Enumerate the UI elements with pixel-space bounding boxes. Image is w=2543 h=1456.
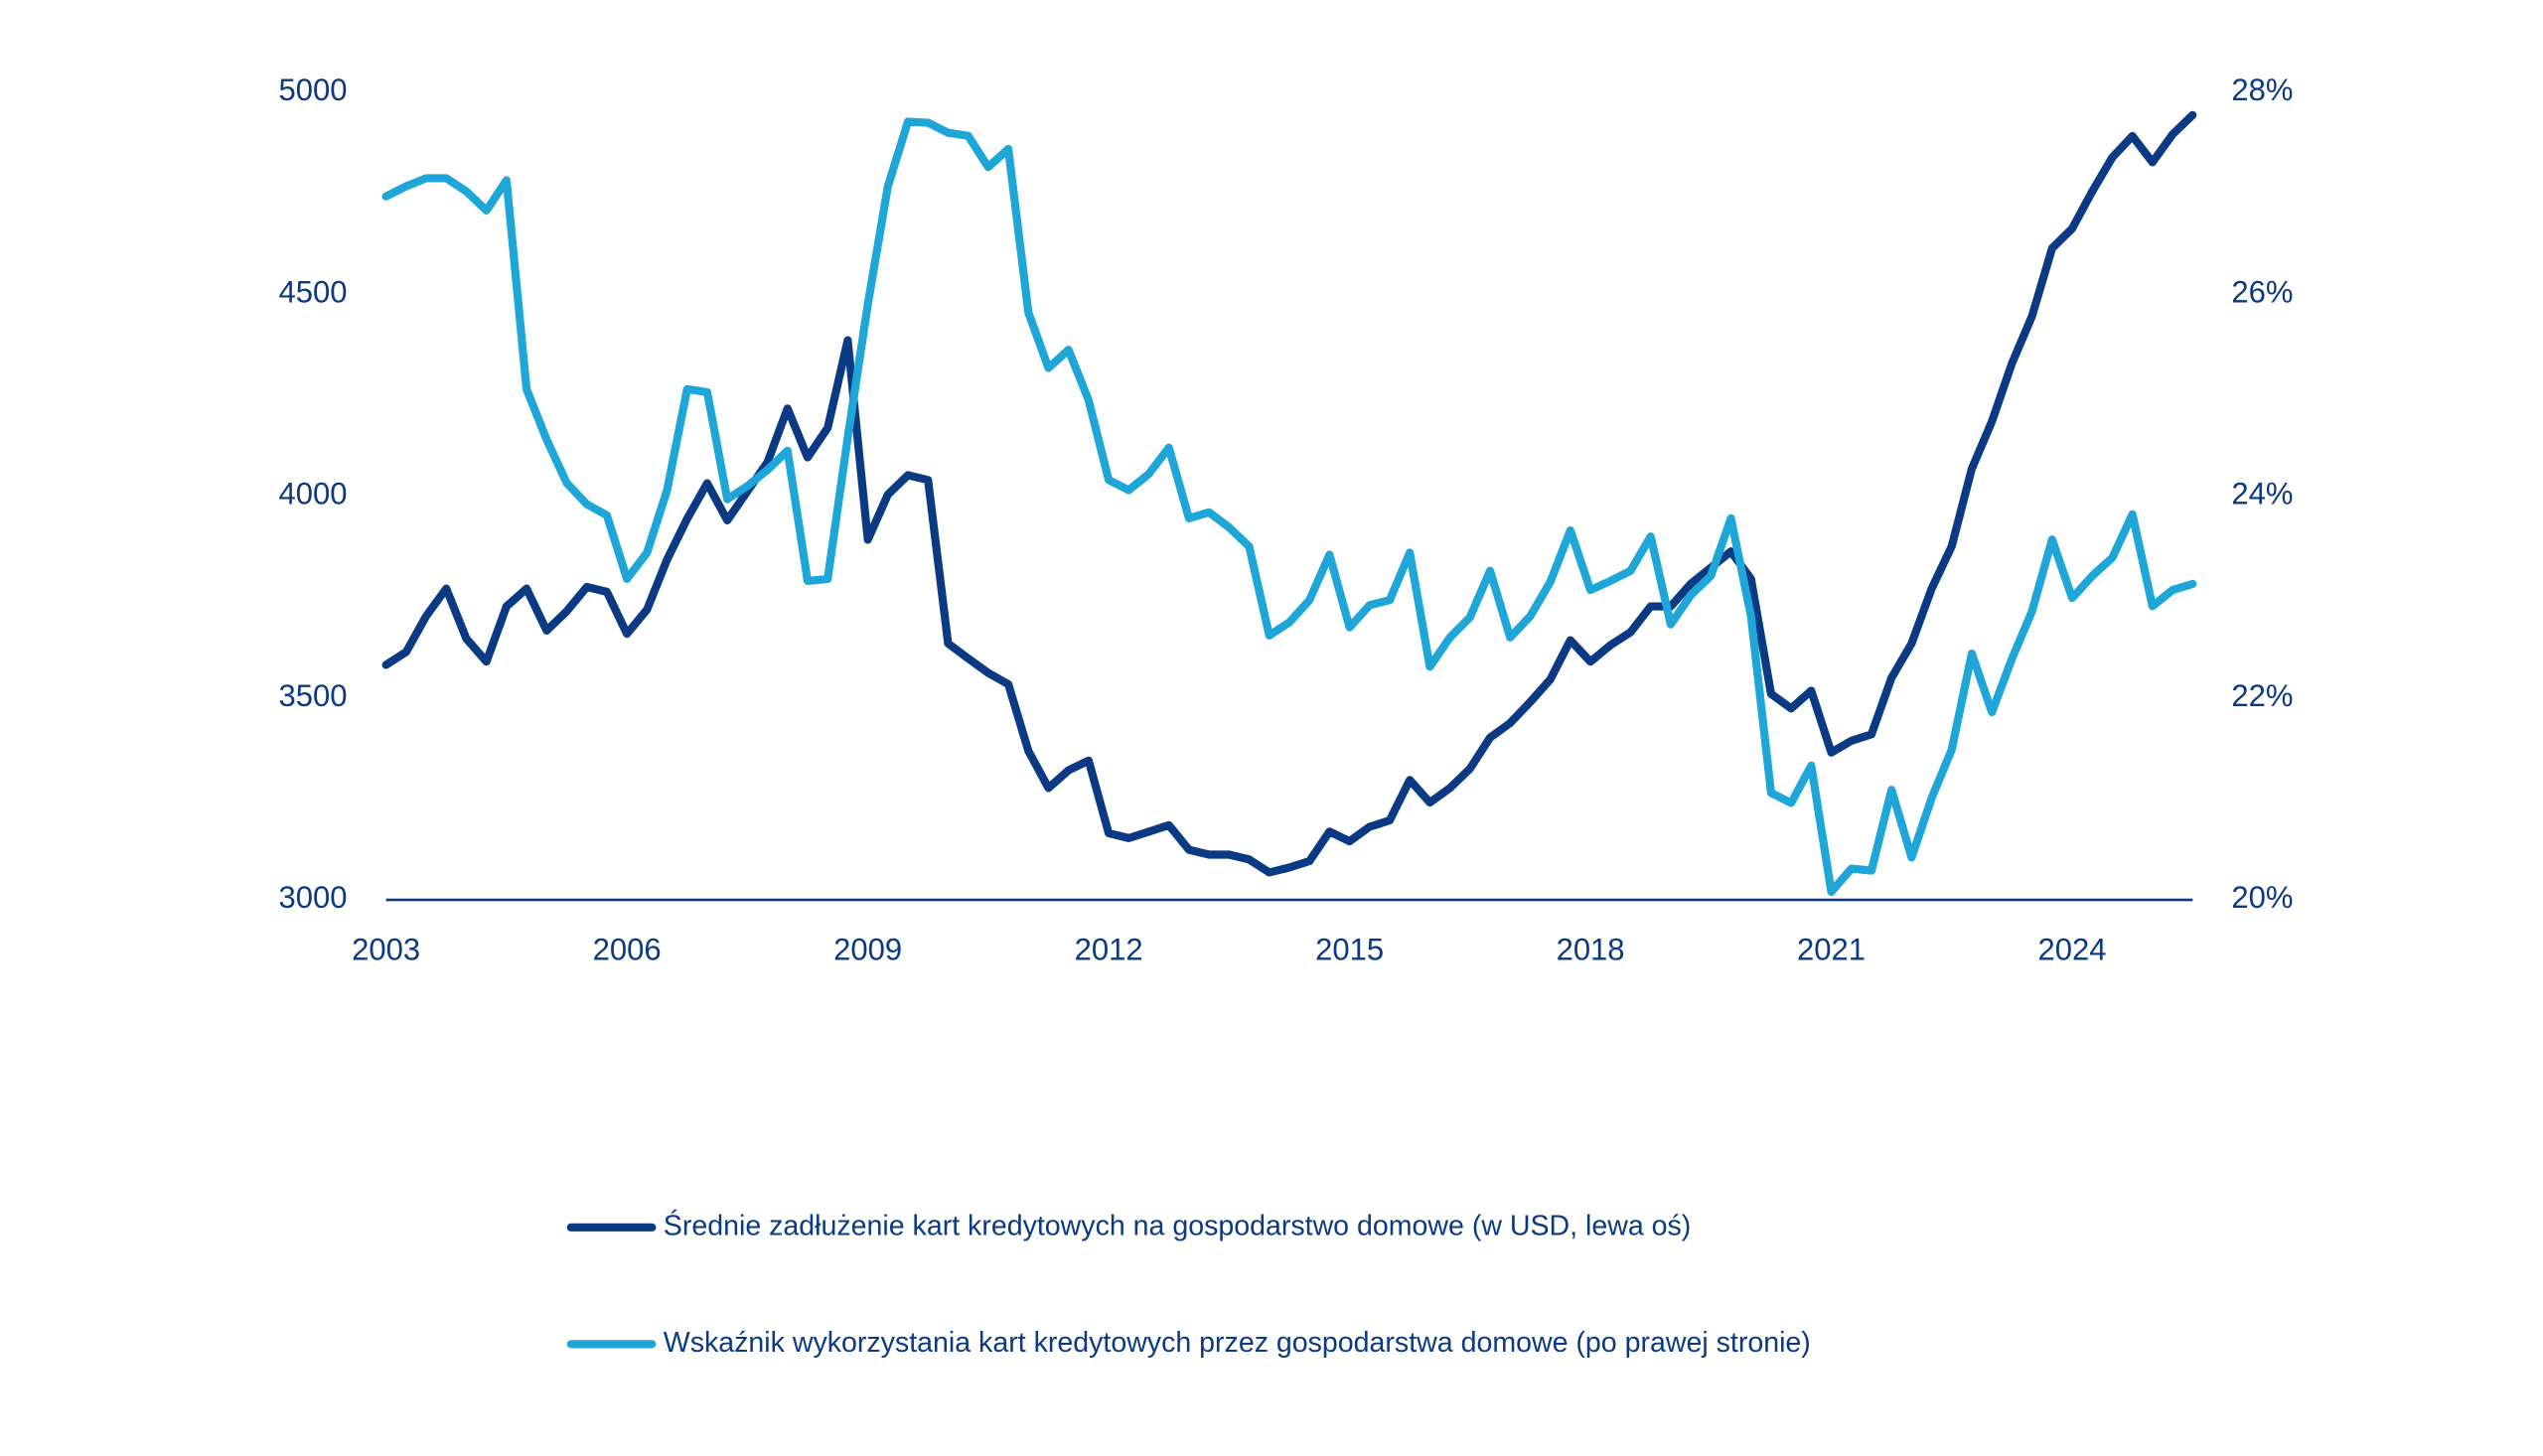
x-tick-label: 2024 [2038, 932, 2107, 966]
y2-tick-label: 28% [2231, 73, 2293, 107]
y2-tick-label: 26% [2231, 274, 2293, 309]
y2-tick-label: 24% [2231, 477, 2293, 511]
y-tick-label: 3000 [278, 880, 347, 915]
x-tick-label: 2021 [1797, 932, 1866, 966]
y-tick-label: 3500 [278, 678, 347, 713]
y-tick-label: 4500 [278, 274, 347, 309]
x-tick-label: 2009 [833, 932, 902, 966]
legend-label: Średnie zadłużenie kart kredytowych na g… [664, 1209, 1692, 1241]
x-tick-label: 2006 [593, 932, 662, 966]
y2-tick-label: 22% [2231, 678, 2293, 713]
y-tick-label: 5000 [278, 73, 347, 107]
x-tick-label: 2012 [1075, 932, 1143, 966]
x-tick-label: 2015 [1315, 932, 1384, 966]
series-line [381, 110, 2197, 877]
x-tick-label: 2003 [352, 932, 420, 966]
x-tick-label: 2018 [1557, 932, 1625, 966]
y-tick-label: 4000 [278, 477, 347, 511]
y2-tick-label: 20% [2231, 880, 2293, 915]
series-line [381, 117, 2197, 896]
legend-label: Wskaźnik wykorzystania kart kredytowych … [664, 1327, 1811, 1359]
